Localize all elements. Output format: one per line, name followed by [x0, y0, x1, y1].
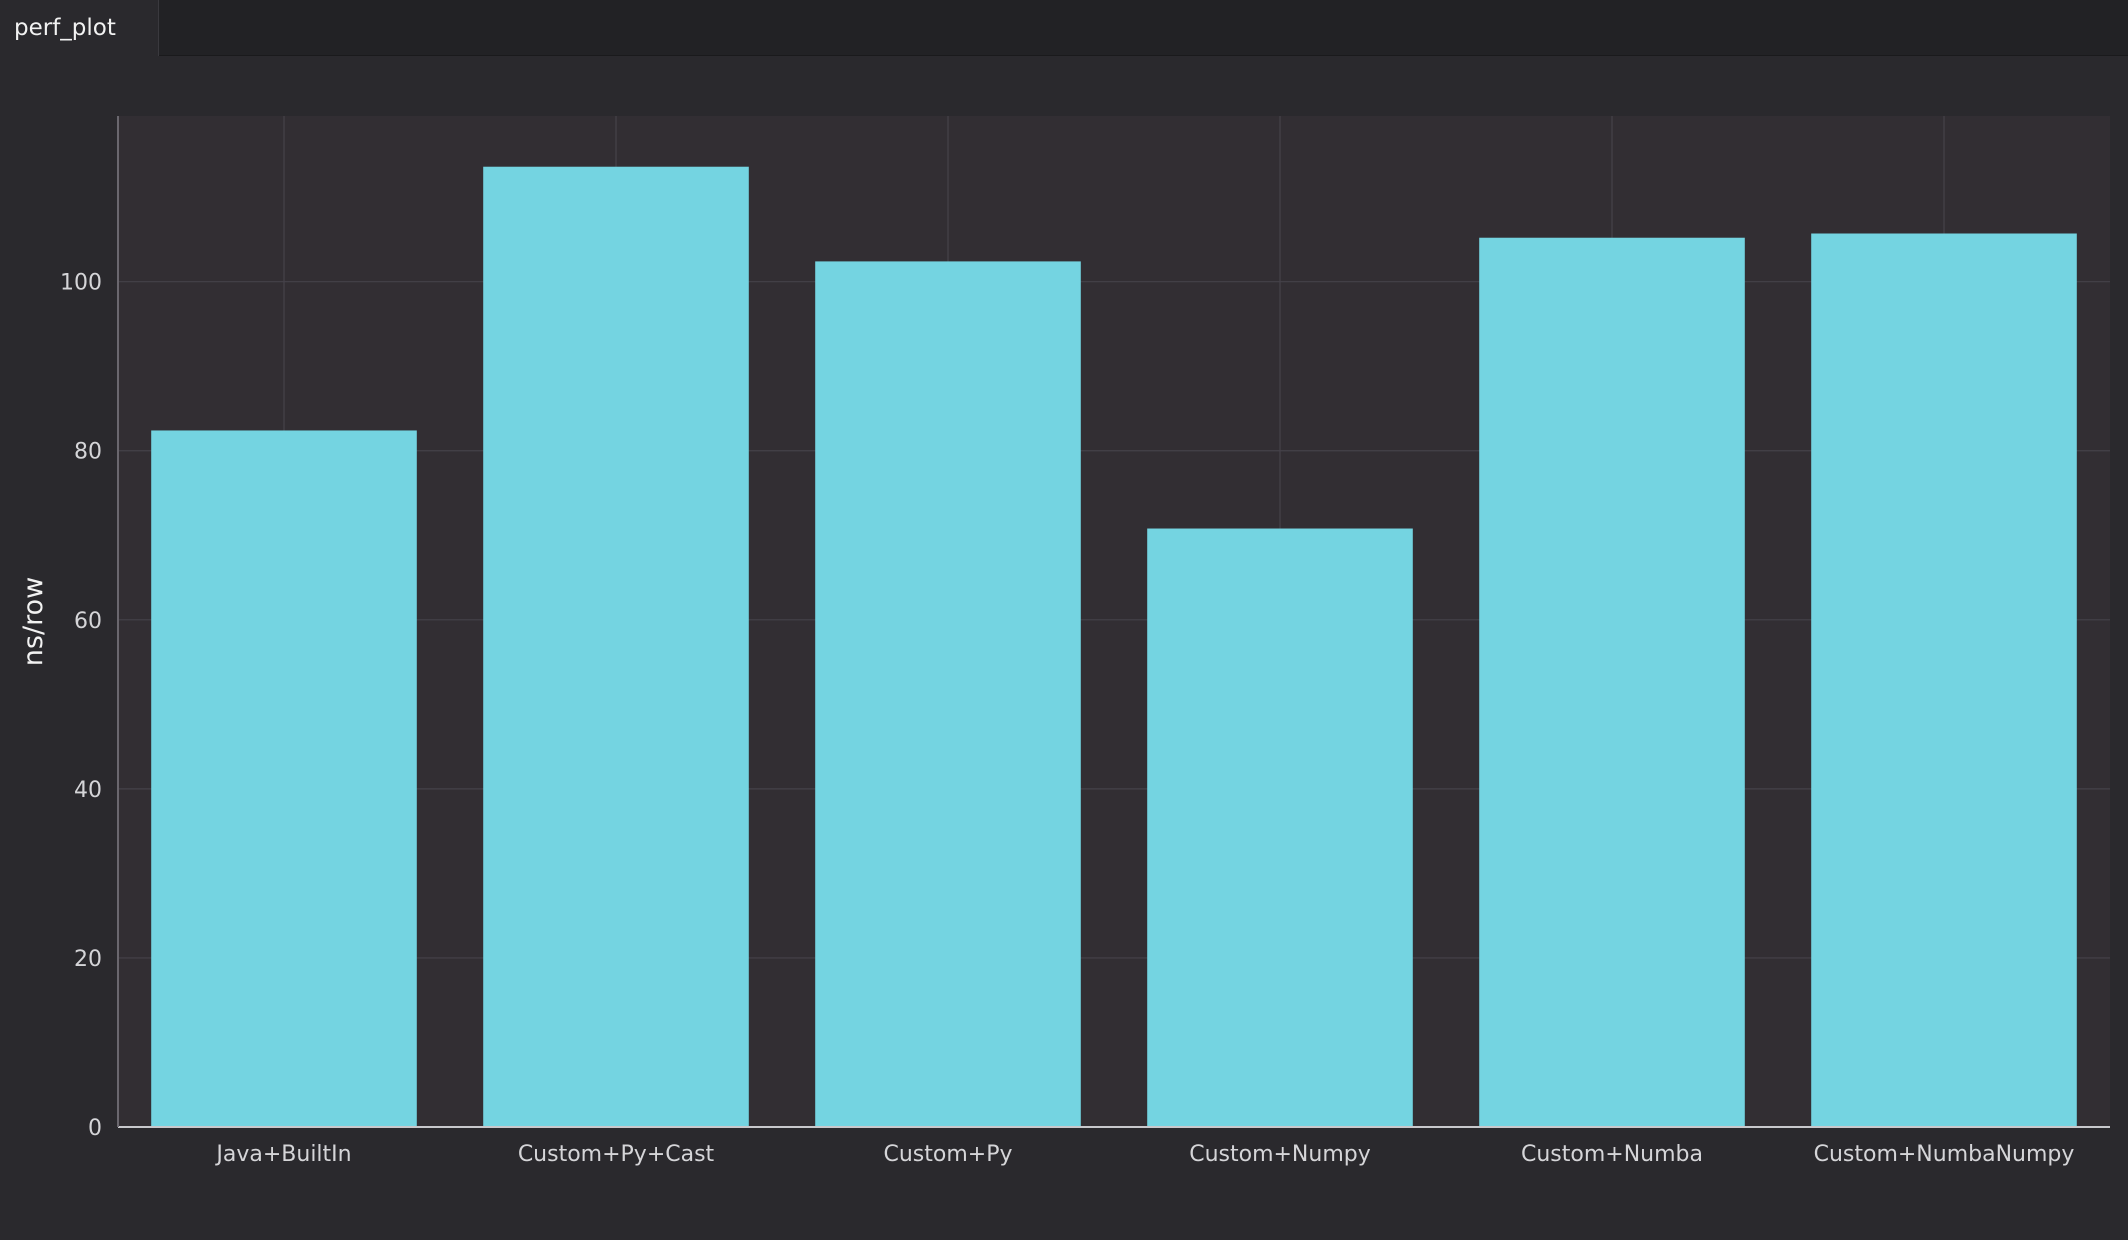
y-tick-label: 0	[88, 1116, 102, 1141]
tab-perf-plot[interactable]: perf_plot	[0, 0, 159, 56]
bar-chart: 0 20 40 60 80 100 Java+BuiltIn Custom+Py+Cast Cu…	[18, 116, 2110, 1167]
y-tick-label: 40	[74, 778, 102, 803]
x-tick-label: Java+BuiltIn	[214, 1142, 351, 1167]
x-tick-label: Custom+Numba	[1521, 1142, 1703, 1167]
bar-custom-numba	[1479, 237, 1745, 1127]
x-tick-label: Custom+Numpy	[1189, 1142, 1371, 1167]
tab-bar: perf_plot	[0, 0, 2128, 56]
bars	[151, 166, 2077, 1128]
bar-custom-numpy	[1147, 528, 1413, 1127]
axes: 0 20 40 60 80 100 Java+BuiltIn Custom+Py+Cast Cu…	[60, 116, 2110, 1167]
bar-custom-py	[815, 261, 1081, 1127]
x-tick-label: Custom+Py	[883, 1142, 1012, 1167]
y-tick-label: 80	[74, 440, 102, 465]
y-tick-label: 20	[74, 947, 102, 972]
plot-panel: 0 20 40 60 80 100 Java+BuiltIn Custom+Py+Cast Cu…	[0, 56, 2128, 1236]
bar-custom-numbanumpy	[1811, 233, 2077, 1128]
bar-java-builtin	[151, 430, 417, 1127]
y-axis-label: ns/row	[18, 577, 49, 666]
y-tick-label: 100	[60, 271, 102, 296]
bar-custom-py-cast	[483, 166, 749, 1127]
x-tick-label: Custom+Py+Cast	[518, 1142, 715, 1167]
x-tick-label: Custom+NumbaNumpy	[1814, 1142, 2075, 1167]
y-tick-label: 60	[74, 609, 102, 634]
